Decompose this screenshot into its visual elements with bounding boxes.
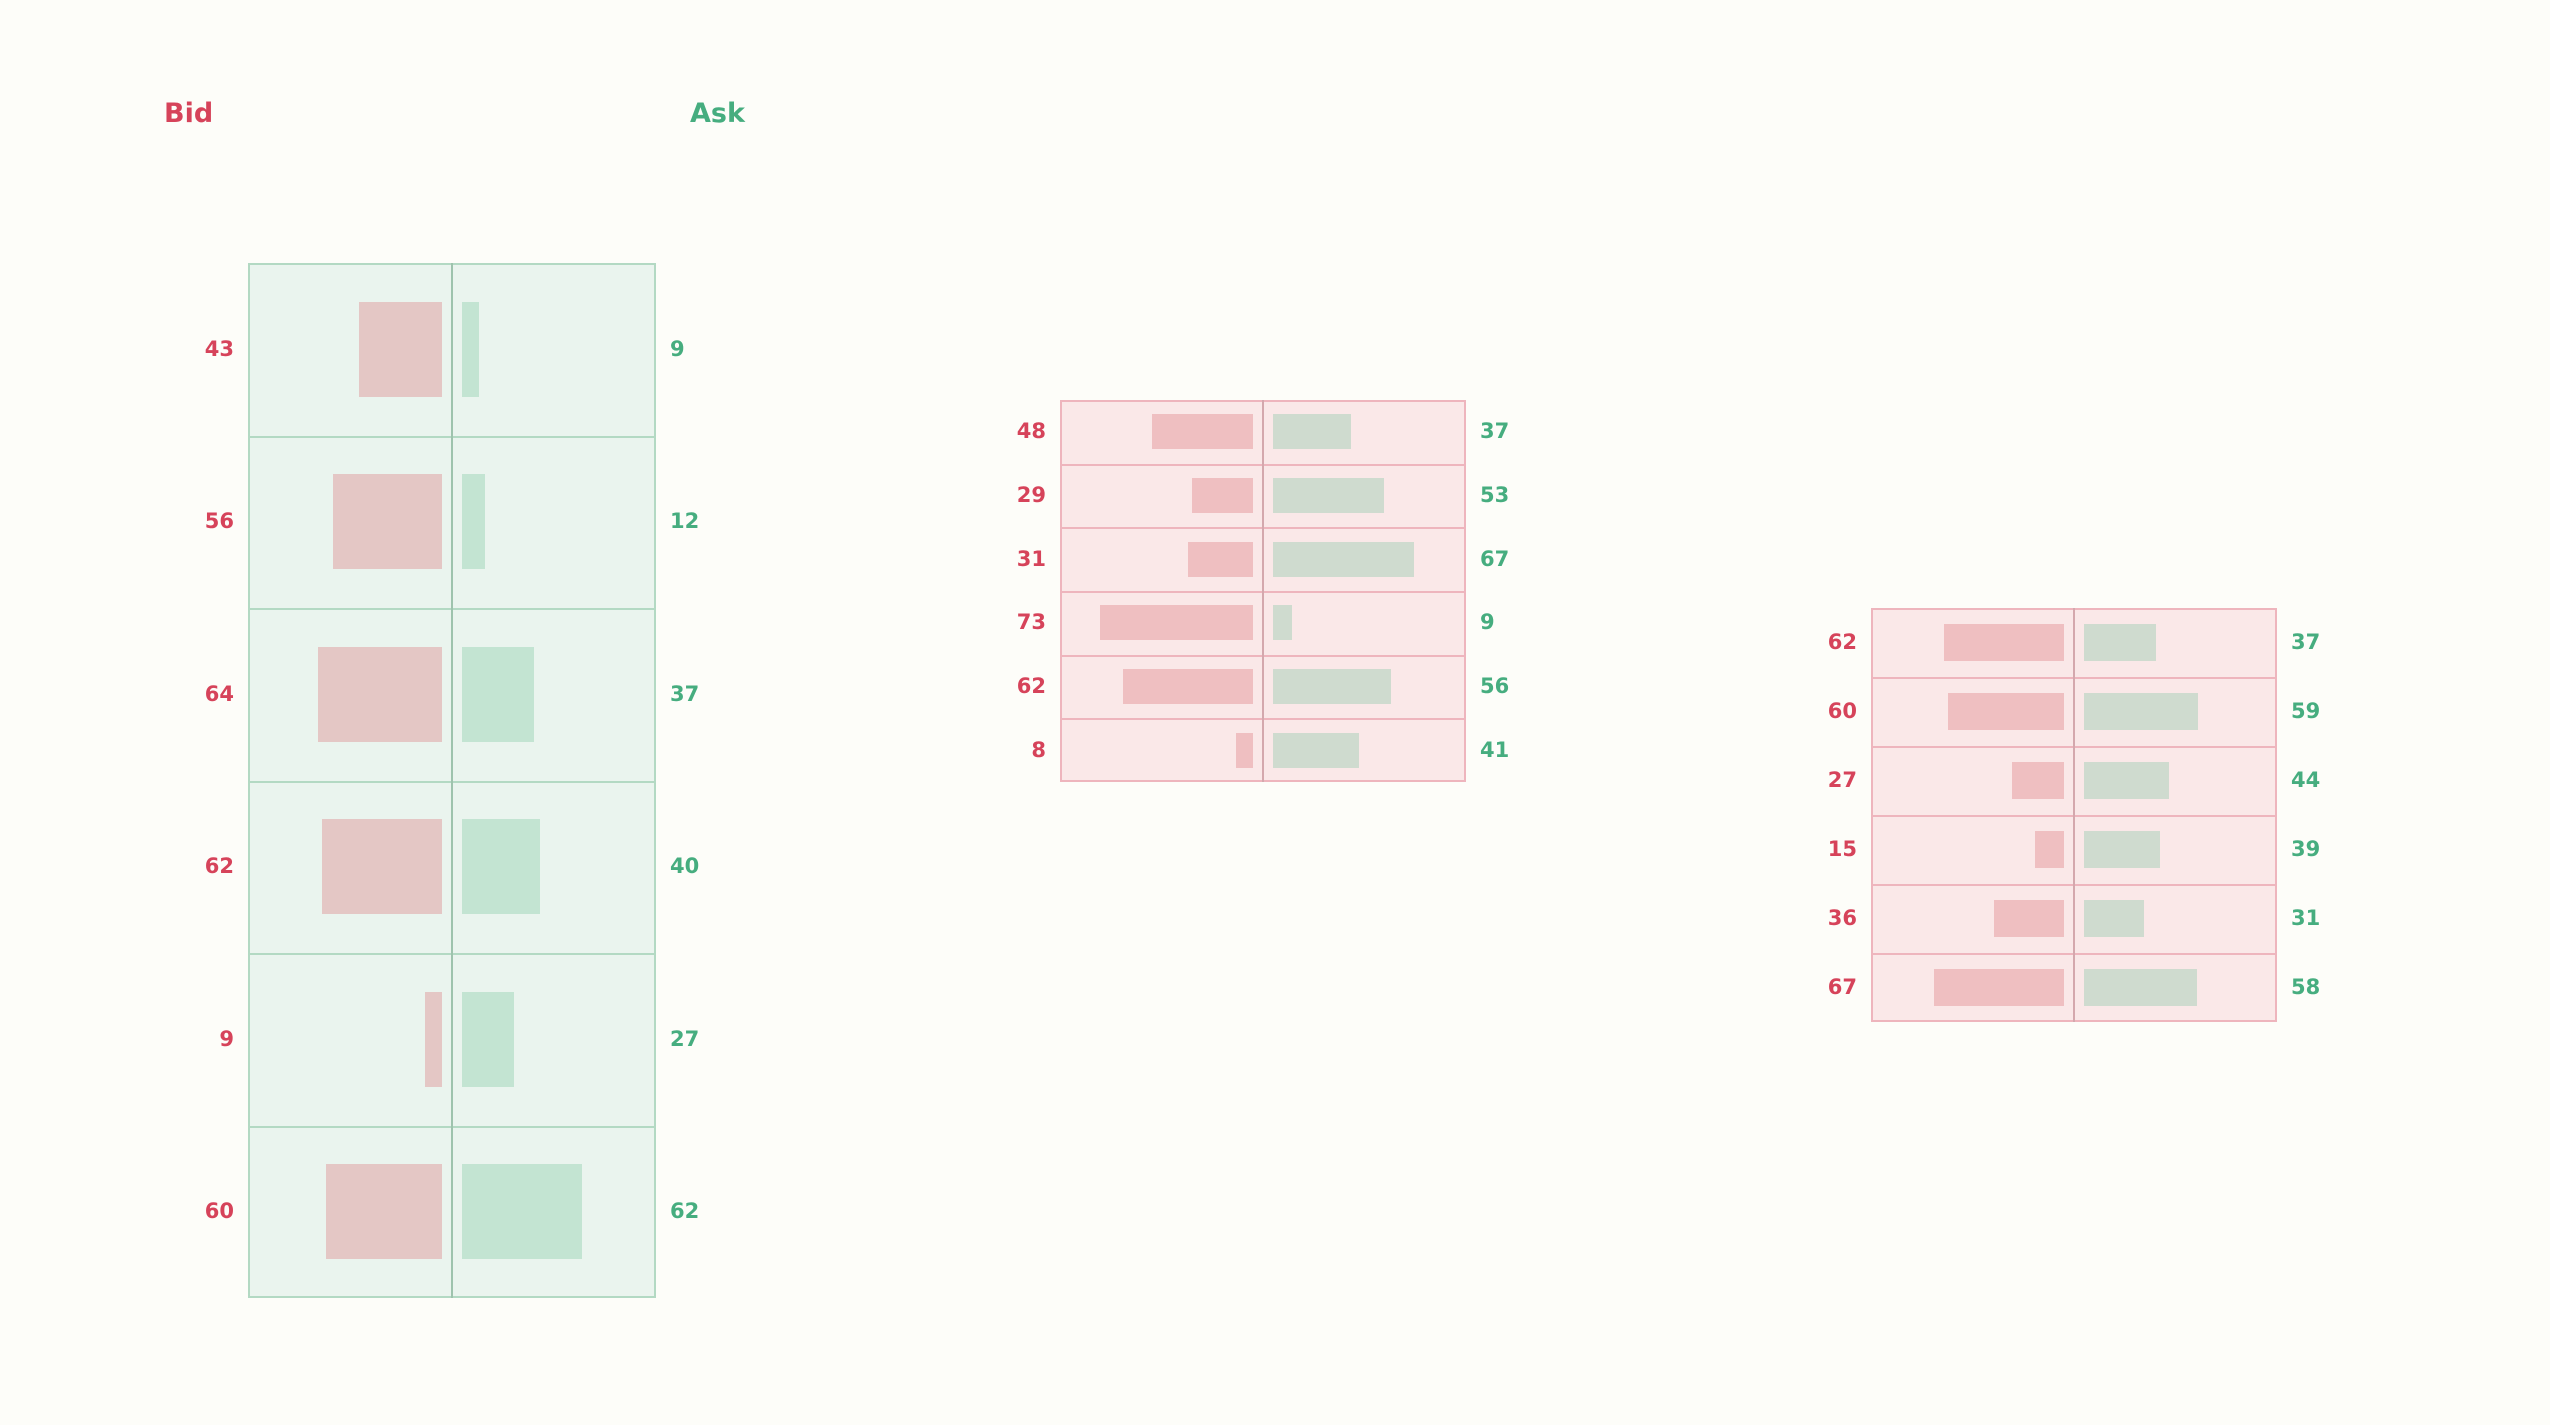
ask-bar: [2084, 623, 2156, 662]
ask-value-label: 67: [1480, 546, 1510, 571]
center-divider: [451, 263, 453, 1298]
ask-value-label: 12: [670, 509, 700, 534]
ask-value-label: 37: [1480, 419, 1510, 444]
bid-value-label: 15: [1827, 837, 1857, 861]
ask-value-label: 40: [670, 854, 700, 879]
ask-value-label: 39: [2291, 837, 2321, 861]
bid-bar: [1943, 623, 2064, 662]
ask-bar: [2084, 899, 2145, 938]
ask-value-label: 37: [670, 681, 700, 706]
bid-value-label: 67: [1827, 975, 1857, 999]
ask-bar: [1273, 477, 1385, 513]
bid-bar: [1099, 605, 1253, 641]
ask-bar: [462, 646, 534, 742]
bid-bar: [1122, 668, 1253, 704]
ask-value-label: 31: [2291, 906, 2321, 930]
bid-bar: [1236, 732, 1253, 768]
ask-bar: [462, 474, 486, 570]
ask-bar: [462, 991, 515, 1087]
bid-bar: [1192, 477, 1253, 513]
ask-value-label: 9: [670, 336, 685, 361]
bid-value-label: 29: [1016, 483, 1046, 507]
bid-bar: [358, 301, 442, 397]
ask-bar: [1273, 668, 1391, 704]
bid-value-label: 9: [219, 1026, 234, 1051]
bid-bar: [1934, 968, 2064, 1007]
ask-bar: [2084, 761, 2170, 800]
ask-value-label: 59: [2291, 699, 2321, 723]
bid-bar: [1152, 414, 1253, 450]
ask-bar: [1273, 732, 1360, 768]
ask-bar: [1273, 414, 1351, 450]
legend-bid: Bid: [164, 98, 214, 129]
ask-bar: [1273, 605, 1292, 641]
bid-value-label: 36: [1827, 906, 1857, 930]
ask-bar: [2084, 968, 2197, 1007]
bid-value-label: 60: [204, 1199, 234, 1224]
ask-value-label: 9: [1480, 610, 1495, 635]
ask-bar: [2084, 692, 2199, 731]
ask-value-label: 62: [670, 1199, 700, 1224]
legend-ask: Ask: [690, 98, 745, 129]
order-book-chart-3: 62 37 60 59 27 44 15 39 36 31 67 58: [1828, 608, 2320, 1022]
ask-value-label: 41: [1480, 737, 1510, 762]
ask-value-label: 58: [2291, 975, 2321, 999]
bid-value-label: 73: [1016, 610, 1046, 635]
ask-value-label: 44: [2291, 768, 2321, 792]
ask-value-label: 37: [2291, 630, 2321, 654]
ask-bar: [462, 1164, 583, 1260]
bid-bar: [333, 474, 442, 570]
bid-value-label: 31: [1016, 546, 1046, 571]
bid-value-label: 48: [1016, 419, 1046, 444]
ask-value-label: 27: [670, 1026, 700, 1051]
ask-bar: [462, 819, 540, 915]
bid-bar: [1994, 899, 2064, 938]
order-book-chart-2: 48 37 29 53 31 67 73 9 62 56 8 41: [1017, 400, 1509, 782]
ask-value-label: 53: [1480, 483, 1510, 507]
bid-bar: [1187, 541, 1253, 577]
bid-value-label: 62: [1827, 630, 1857, 654]
bid-bar: [424, 991, 442, 1087]
bid-value-label: 62: [204, 854, 234, 879]
order-book-chart-1: 43 9 56 12 64 37 62 40 9 27 60 62: [205, 263, 699, 1298]
bid-bar: [321, 819, 442, 915]
bid-bar: [2011, 761, 2064, 800]
bid-value-label: 62: [1016, 674, 1046, 698]
center-divider: [2073, 608, 2075, 1022]
center-divider: [1262, 400, 1264, 782]
bid-value-label: 27: [1827, 768, 1857, 792]
ask-bar: [462, 301, 480, 397]
bid-bar: [325, 1164, 442, 1260]
bid-value-label: 8: [1031, 737, 1046, 762]
ask-bar: [2084, 830, 2160, 869]
bid-value-label: 64: [204, 681, 234, 706]
ask-value-label: 56: [1480, 674, 1510, 698]
bid-value-label: 43: [204, 336, 234, 361]
bid-bar: [1947, 692, 2064, 731]
bid-bar: [2034, 830, 2064, 869]
bid-bar: [317, 646, 442, 742]
bid-value-label: 60: [1827, 699, 1857, 723]
bid-value-label: 56: [204, 509, 234, 534]
ask-bar: [1273, 541, 1414, 577]
